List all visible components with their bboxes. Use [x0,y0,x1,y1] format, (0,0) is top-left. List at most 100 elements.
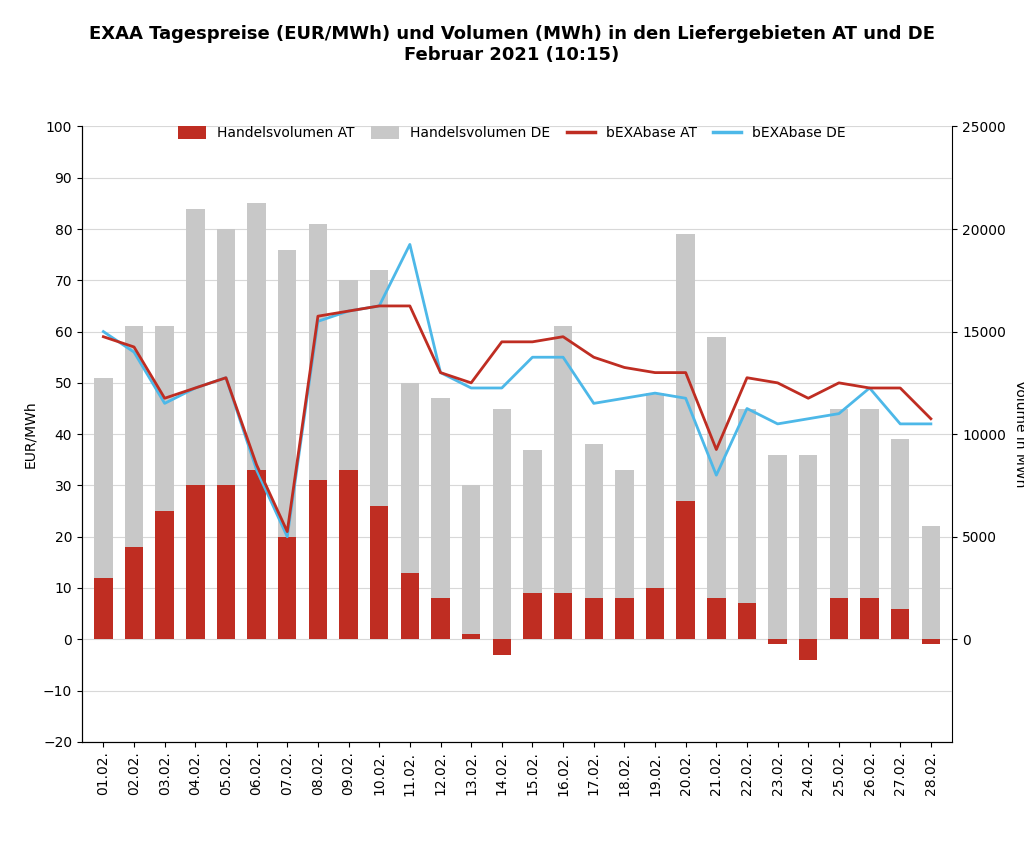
bEXAbase AT [588,352,600,362]
Bar [891,609,909,639]
bEXAbase AT [97,331,110,341]
Line: bEXAbase AT: bEXAbase AT [103,306,931,532]
bEXAbase DE [496,383,508,393]
bEXAbase DE [373,301,385,311]
Bar [554,326,572,639]
Bar [891,439,909,639]
bEXAbase DE [251,465,263,475]
bEXAbase AT [311,311,324,321]
Bar [339,280,357,639]
Legend: Handelsvolumen AT, Handelsvolumen DE, bEXAbase AT, bEXAbase DE: Handelsvolumen AT, Handelsvolumen DE, bE… [172,121,852,146]
bEXAbase DE [740,404,753,414]
Bar [708,599,726,639]
bEXAbase AT [251,460,263,470]
bEXAbase AT [557,331,569,341]
bEXAbase AT [403,301,416,311]
Bar [217,486,236,639]
bEXAbase AT [680,368,692,378]
Bar [799,454,817,639]
Y-axis label: EUR/MWh: EUR/MWh [24,400,38,468]
bEXAbase AT [342,306,354,316]
Bar [431,398,450,639]
Y-axis label: Volume in MWh: Volume in MWh [1013,380,1024,488]
Bar [125,326,143,639]
Bar [922,526,940,639]
bEXAbase DE [128,347,140,357]
Bar [737,409,756,639]
Bar [922,639,940,644]
Bar [708,336,726,639]
bEXAbase DE [159,398,171,408]
bEXAbase AT [496,336,508,347]
bEXAbase DE [618,393,631,403]
Bar [156,511,174,639]
bEXAbase DE [311,316,324,326]
Bar [248,203,266,639]
Bar [799,639,817,660]
Bar [829,599,848,639]
Bar [554,593,572,639]
Bar [646,393,665,639]
Bar [615,599,634,639]
bEXAbase DE [833,409,845,419]
Bar [493,409,511,639]
Bar [186,486,205,639]
bEXAbase AT [373,301,385,311]
bEXAbase DE [649,388,662,398]
bEXAbase DE [711,470,723,481]
bEXAbase AT [618,362,631,373]
bEXAbase AT [434,368,446,378]
Bar [523,449,542,639]
Bar [186,208,205,639]
Bar [860,599,879,639]
bEXAbase AT [711,444,723,454]
bEXAbase DE [863,383,876,393]
bEXAbase DE [342,306,354,316]
Bar [279,537,297,639]
bEXAbase AT [282,527,294,537]
bEXAbase AT [649,368,662,378]
Bar [94,577,113,639]
bEXAbase AT [863,383,876,393]
Bar [860,409,879,639]
Bar [677,234,695,639]
bEXAbase AT [526,336,539,347]
bEXAbase DE [588,398,600,408]
bEXAbase AT [833,378,845,388]
bEXAbase AT [220,373,232,383]
bEXAbase DE [465,383,477,393]
Bar [370,506,388,639]
bEXAbase DE [97,326,110,336]
Bar [737,604,756,639]
Bar [462,634,480,639]
Bar [94,378,113,639]
bEXAbase AT [159,393,171,403]
Bar [523,593,542,639]
Bar [400,572,419,639]
bEXAbase DE [894,419,906,429]
Bar [125,547,143,639]
bEXAbase AT [925,414,937,424]
Bar [308,224,327,639]
Bar [585,599,603,639]
Bar [248,470,266,639]
bEXAbase DE [802,414,814,424]
Bar [768,639,786,644]
bEXAbase AT [894,383,906,393]
Bar [431,599,450,639]
Bar [400,383,419,639]
Bar [493,639,511,655]
bEXAbase DE [526,352,539,362]
Bar [339,470,357,639]
Line: bEXAbase DE: bEXAbase DE [103,244,931,537]
bEXAbase DE [220,373,232,383]
bEXAbase AT [802,393,814,403]
Bar [156,326,174,639]
Text: EXAA Tagespreise (EUR/MWh) und Volumen (MWh) in den Liefergebieten AT und DE
Feb: EXAA Tagespreise (EUR/MWh) und Volumen (… [89,25,935,64]
bEXAbase DE [771,419,783,429]
bEXAbase DE [557,352,569,362]
Bar [615,470,634,639]
Bar [677,501,695,639]
Bar [370,270,388,639]
bEXAbase AT [771,378,783,388]
